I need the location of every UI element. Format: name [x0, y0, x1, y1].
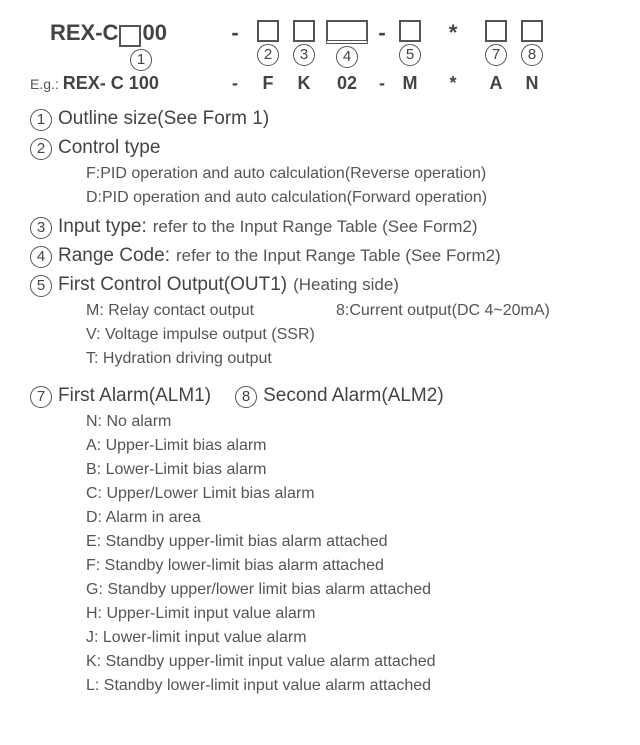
ex-star: *	[449, 73, 456, 93]
marker-3: 3	[293, 44, 315, 66]
alarm-E: E: Standby upper-limit bias alarm attach…	[86, 530, 610, 554]
code-prefix: REX-C	[50, 20, 118, 45]
marker-1: 1	[130, 49, 152, 71]
sec3-title: Input type:	[58, 216, 147, 238]
section-7-8: 7 First Alarm(ALM1) 8 Second Alarm(ALM2)	[30, 385, 610, 408]
sections: 1 Outline size(See Form 1) 2 Control typ…	[30, 108, 610, 698]
sec7-title: First Alarm(ALM1)	[58, 385, 211, 407]
sec3-num: 3	[30, 217, 52, 239]
example-model: REX- C 100	[63, 73, 159, 94]
placeholder-box-2	[257, 20, 279, 42]
example-label: E.g.:	[30, 76, 63, 92]
sec1-num: 1	[30, 109, 52, 131]
sec5-note: (Heating side)	[293, 275, 399, 295]
sec5-optV: V: Voltage impulse output (SSR)	[86, 323, 610, 347]
code-pattern-row: REX-C 00 1 - 2 3 4 - 5 * 7 8	[30, 20, 610, 71]
star: *	[449, 20, 458, 46]
sec2-optF: F:PID operation and auto calculation(Rev…	[86, 162, 610, 186]
sec4-num: 4	[30, 246, 52, 268]
alarm-C: C: Upper/Lower Limit bias alarm	[86, 482, 610, 506]
sec3-note: refer to the Input Range Table (See Form…	[153, 217, 478, 237]
placeholder-box-3	[293, 20, 315, 42]
example-row: E.g.: REX- C 100 - F K 02 - M * A N	[30, 73, 610, 94]
sec4-title: Range Code:	[58, 245, 170, 267]
ex-v8: N	[526, 73, 539, 93]
sec5-opt8: 8:Current output(DC 4~20mA)	[336, 299, 550, 323]
alarm-H: H: Upper-Limit input value alarm	[86, 602, 610, 626]
marker-5: 5	[399, 44, 421, 66]
sec5-title: First Control Output(OUT1)	[58, 274, 287, 296]
sep-1: -	[231, 20, 238, 46]
ex-sep2: -	[379, 73, 385, 93]
code-suffix: 00	[142, 20, 166, 45]
sec1-title: Outline size(See Form 1)	[58, 108, 269, 130]
sec8-num: 8	[235, 386, 257, 408]
placeholder-box-8	[521, 20, 543, 42]
alarm-B: B: Lower-Limit bias alarm	[86, 458, 610, 482]
section-5: 5 First Control Output(OUT1) (Heating sid…	[30, 274, 610, 297]
alarm-D: D: Alarm in area	[86, 506, 610, 530]
sep-2: -	[378, 20, 385, 46]
alarm-A: A: Upper-Limit bias alarm	[86, 434, 610, 458]
sec7-num: 7	[30, 386, 52, 408]
alarm-G: G: Standby upper/lower limit bias alarm …	[86, 578, 610, 602]
ex-sep1: -	[232, 73, 238, 93]
sec5-optT: T: Hydration driving output	[86, 347, 610, 371]
alarm-L: L: Standby lower-limit input value alarm…	[86, 674, 610, 698]
alarm-N: N: No alarm	[86, 410, 610, 434]
sec2-title: Control type	[58, 137, 160, 159]
ex-v3: K	[298, 73, 311, 93]
marker-7: 7	[485, 44, 507, 66]
section-4: 4 Range Code: refer to the Input Range T…	[30, 245, 610, 268]
sec4-note: refer to the Input Range Table (See Form…	[176, 246, 501, 266]
alarm-K: K: Standby upper-limit input value alarm…	[86, 650, 610, 674]
sec5-row1: M: Relay contact output 8:Current output…	[86, 299, 610, 323]
ex-v2: F	[263, 73, 274, 93]
alarm-J: J: Lower-limit input value alarm	[86, 626, 610, 650]
placeholder-box-4	[326, 20, 368, 44]
marker-8: 8	[521, 44, 543, 66]
sec2-num: 2	[30, 138, 52, 160]
marker-4: 4	[336, 46, 358, 68]
placeholder-box-5	[399, 20, 421, 42]
placeholder-box-1	[119, 25, 141, 47]
sec5-num: 5	[30, 275, 52, 297]
alarm-F: F: Standby lower-limit bias alarm attach…	[86, 554, 610, 578]
section-3: 3 Input type: refer to the Input Range T…	[30, 216, 610, 239]
ex-v7: A	[490, 73, 503, 93]
section-1: 1 Outline size(See Form 1)	[30, 108, 610, 131]
placeholder-box-7	[485, 20, 507, 42]
ex-v5: M	[403, 73, 418, 93]
sec2-optD: D:PID operation and auto calculation(For…	[86, 186, 610, 210]
section-2: 2 Control type	[30, 137, 610, 160]
ex-v4: 02	[337, 73, 357, 93]
marker-2: 2	[257, 44, 279, 66]
sec5-optM: M: Relay contact output	[86, 299, 336, 323]
sec8-title: Second Alarm(ALM2)	[263, 385, 444, 407]
